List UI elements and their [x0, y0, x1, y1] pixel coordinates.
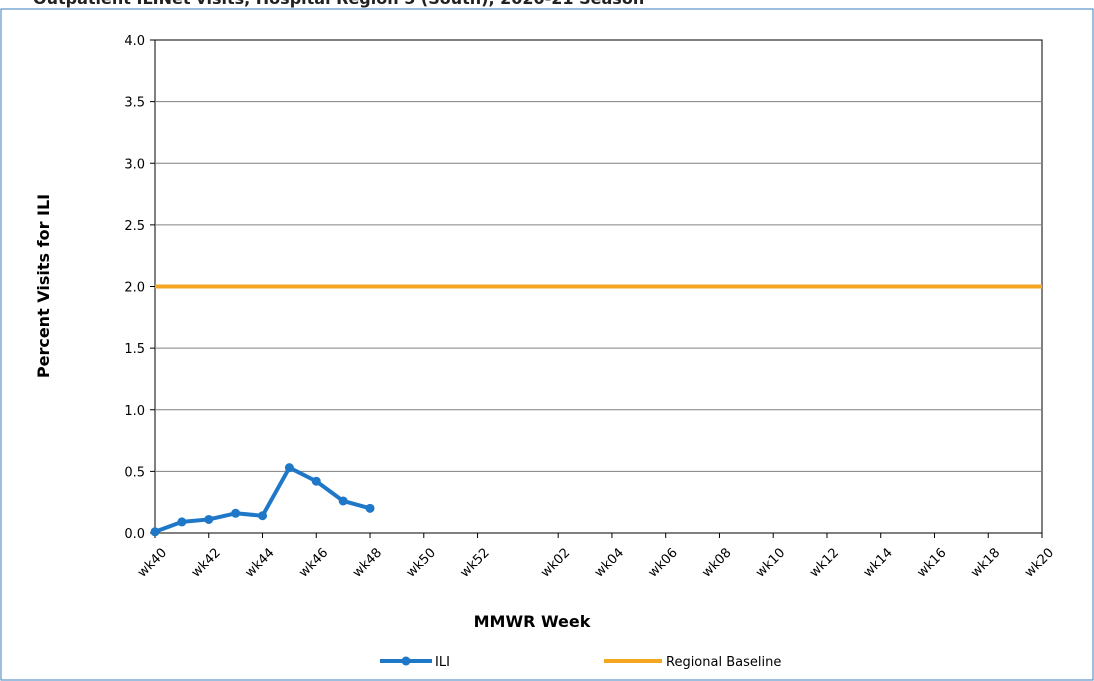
x-axis-title: MMWR Week: [474, 612, 591, 631]
y-tick-label: 0.5: [124, 465, 145, 480]
chart-border: [0, 8, 1094, 681]
ili-data-point: [204, 514, 214, 524]
x-tick-label: wk10: [753, 545, 788, 580]
y-tick-label: 0.0: [124, 527, 145, 542]
x-tick-label: wk50: [404, 545, 439, 580]
x-tick-label: wk14: [861, 545, 896, 580]
x-tick-label: wk04: [592, 545, 627, 580]
y-tick-label: 4.0: [124, 34, 145, 49]
x-tick-label: wk12: [807, 545, 842, 580]
legend-baseline-label: Regional Baseline: [666, 655, 781, 670]
x-tick-label: wk08: [699, 545, 734, 580]
series-layer: [150, 284, 1042, 537]
y-tick-label: 3.5: [124, 96, 145, 111]
y-tick-label: 1.0: [124, 404, 145, 419]
x-tick-label: wk02: [538, 545, 573, 580]
y-tick-label: 3.0: [124, 157, 145, 172]
y-axis-ticks: 0.0 0.5 1.0 1.5 2.0 2.5 3.0 3.5 4.0: [124, 34, 155, 542]
x-tick-label: wk52: [458, 545, 493, 580]
x-tick-label: wk06: [646, 545, 681, 580]
ili-data-point: [150, 527, 160, 537]
legend-ili-marker: [401, 656, 411, 666]
ili-data-point: [365, 503, 375, 513]
ili-data-point: [231, 508, 241, 518]
ili-data-point: [338, 496, 348, 506]
ili-data-point: [258, 511, 268, 521]
y-axis-title: Percent Visits for ILI: [34, 194, 53, 378]
x-tick-label: wk48: [350, 545, 385, 580]
ili-data-point: [284, 463, 294, 473]
ili-data-point: [311, 476, 321, 486]
chart-header: Outpatient ILINet visits, Hospital Regio…: [0, 0, 1094, 9]
legend-ili-label: ILI: [435, 655, 450, 670]
x-tick-label: wk46: [296, 545, 331, 580]
legend: ILI Regional Baseline: [380, 655, 781, 670]
x-axis-ticks: wk40 wk42 wk44 wk46 wk48 wk50 wk52 wk02 wk04 wk06…: [135, 533, 1057, 581]
x-tick-label: wk16: [914, 545, 949, 580]
x-tick-label: wk44: [242, 545, 277, 580]
y-tick-label: 2.0: [124, 281, 145, 296]
ili-data-point: [177, 517, 187, 527]
x-tick-label: wk40: [135, 545, 170, 580]
x-tick-label: wk42: [189, 545, 224, 580]
y-tick-label: 2.5: [124, 219, 145, 234]
x-tick-label: wk20: [1022, 545, 1057, 580]
x-tick-label: wk18: [968, 545, 1003, 580]
y-tick-label: 1.5: [124, 342, 145, 357]
